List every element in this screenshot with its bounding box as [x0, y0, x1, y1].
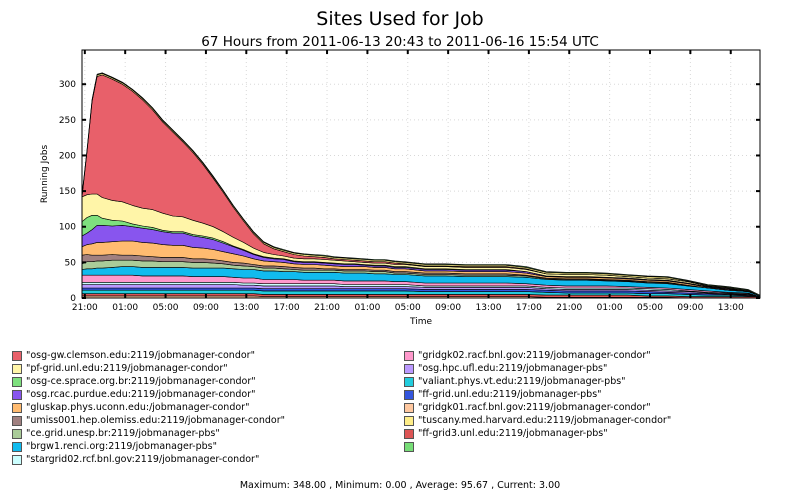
x-axis-label: Time: [409, 317, 432, 327]
x-tick-label: 13:00: [233, 303, 259, 313]
x-tick-label: 05:00: [153, 303, 179, 313]
legend-swatch: [12, 454, 22, 465]
legend-label: "valiant.phys.vt.edu:2119/jobmanager-pbs…: [418, 376, 626, 387]
legend-item: [404, 440, 418, 453]
legend-label: "gridgk01.racf.bnl.gov:2119/jobmanager-c…: [418, 402, 651, 413]
legend-swatch: [404, 389, 414, 400]
y-tick-label: 150: [59, 187, 76, 197]
chart-subtitle: 67 Hours from 2011-06-13 20:43 to 2011-0…: [201, 34, 599, 50]
legend-swatch: [404, 415, 414, 426]
legend-item: "gridgk01.racf.bnl.gov:2119/jobmanager-c…: [404, 401, 651, 414]
legend-swatch: [404, 376, 414, 387]
y-tick-label: 200: [59, 151, 76, 161]
legend-item: "brgw1.renci.org:2119/jobmanager-pbs": [12, 440, 217, 453]
x-tick-label: 05:00: [637, 303, 663, 313]
legend-item: "tuscany.med.harvard.edu:2119/jobmanager…: [404, 414, 671, 427]
legend-label: "gridgk02.racf.bnl.gov:2119/jobmanager-c…: [418, 350, 651, 361]
y-tick-label: 0: [70, 294, 76, 304]
x-tick-label: 01:00: [354, 303, 380, 313]
legend-label: "umiss001.hep.olemiss.edu:2119/jobmanage…: [26, 415, 286, 426]
plot-frame: [81, 49, 761, 299]
legend-swatch: [404, 402, 414, 413]
x-tick-label: 21:00: [556, 303, 582, 313]
legend-item: "ff-grid3.unl.edu:2119/jobmanager-pbs": [404, 427, 608, 440]
legend-swatch: [404, 441, 414, 452]
legend-item: "gluskap.phys.uconn.edu:/jobmanager-cond…: [12, 401, 249, 414]
legend-swatch: [12, 350, 22, 361]
y-axis: 0 50 100 150 200 250 300: [59, 80, 760, 304]
chart-title: Sites Used for Job: [316, 8, 484, 30]
legend-item: "umiss001.hep.olemiss.edu:2119/jobmanage…: [12, 414, 285, 427]
legend-item: "ce.grid.unesp.br:2119/jobmanager-pbs": [12, 427, 220, 440]
legend-label: "ff-grid3.unl.edu:2119/jobmanager-pbs": [418, 428, 608, 439]
chart-legend: "osg-gw.clemson.edu:2119/jobmanager-cond…: [0, 349, 800, 469]
y-tick-label: 100: [59, 223, 76, 233]
legend-label: "ff-grid.unl.edu:2119/jobmanager-pbs": [418, 389, 602, 400]
legend-item: "pf-grid.unl.edu:2119/jobmanager-condor": [12, 362, 228, 375]
legend-label: "gluskap.phys.uconn.edu:/jobmanager-cond…: [26, 402, 250, 413]
legend-label: "stargrid02.rcf.bnl.gov:2119/jobmanager-…: [26, 454, 260, 465]
y-tick-label: 300: [59, 80, 76, 90]
legend-item: "osg.hpc.ufl.edu:2119/jobmanager-pbs": [404, 362, 607, 375]
legend-item: "osg.rcac.purdue.edu:2119/jobmanager-con…: [12, 388, 256, 401]
legend-swatch: [12, 363, 22, 374]
legend-label: "osg.rcac.purdue.edu:2119/jobmanager-con…: [26, 389, 256, 400]
x-tick-label: 21:00: [314, 303, 340, 313]
legend-swatch: [12, 441, 22, 452]
legend-swatch: [12, 389, 22, 400]
x-tick-label: 01:00: [112, 303, 138, 313]
x-tick-label: 17:00: [274, 303, 300, 313]
legend-item: "stargrid02.rcf.bnl.gov:2119/jobmanager-…: [12, 453, 259, 466]
legend-item: "ff-grid.unl.edu:2119/jobmanager-pbs": [404, 388, 602, 401]
x-tick-label: 05:00: [395, 303, 421, 313]
legend-label: "pf-grid.unl.edu:2119/jobmanager-condor": [26, 363, 228, 374]
legend-item: "osg-gw.clemson.edu:2119/jobmanager-cond…: [12, 349, 255, 362]
legend-item: "valiant.phys.vt.edu:2119/jobmanager-pbs…: [404, 375, 626, 388]
legend-label: "osg-gw.clemson.edu:2119/jobmanager-cond…: [26, 350, 255, 361]
x-tick-label: 01:00: [597, 303, 623, 313]
legend-label: "tuscany.med.harvard.edu:2119/jobmanager…: [418, 415, 672, 426]
legend-item: "gridgk02.racf.bnl.gov:2119/jobmanager-c…: [404, 349, 651, 362]
x-tick-label: 09:00: [435, 303, 461, 313]
legend-swatch: [12, 428, 22, 439]
x-tick-label: 09:00: [677, 303, 703, 313]
x-tick-label: 21:00: [72, 303, 98, 313]
legend-swatch: [404, 428, 414, 439]
legend-label: "brgw1.renci.org:2119/jobmanager-pbs": [26, 441, 217, 452]
x-axis: 21:00 01:00 05:00 09:00 13:00 17:00 21:00 01:00…: [72, 50, 744, 313]
legend-swatch: [12, 376, 22, 387]
legend-swatch: [12, 402, 22, 413]
legend-label: "osg.hpc.ufl.edu:2119/jobmanager-pbs": [418, 363, 608, 374]
x-tick-label: 13:00: [718, 303, 744, 313]
y-axis-label: Running Jobs: [40, 145, 50, 204]
y-tick-label: 250: [59, 116, 76, 126]
x-tick-label: 09:00: [193, 303, 219, 313]
stacked-area-chart: 0 50 100 150 200 250 300 21:00 01:00 05:00 09:00 1…: [40, 49, 761, 327]
y-tick-label: 50: [65, 258, 77, 268]
legend-swatch: [12, 415, 22, 426]
legend-swatch: [404, 363, 414, 374]
chart-areas: [81, 72, 761, 299]
legend-label: "ce.grid.unesp.br:2119/jobmanager-pbs": [26, 428, 220, 439]
legend-item: "osg-ce.sprace.org.br:2119/jobmanager-co…: [12, 375, 256, 388]
x-tick-label: 17:00: [516, 303, 542, 313]
legend-swatch: [404, 350, 414, 361]
x-tick-label: 13:00: [476, 303, 502, 313]
summary-statistics: Maximum: 348.00 , Minimum: 0.00 , Averag…: [239, 480, 561, 491]
legend-label: "osg-ce.sprace.org.br:2119/jobmanager-co…: [26, 376, 256, 387]
